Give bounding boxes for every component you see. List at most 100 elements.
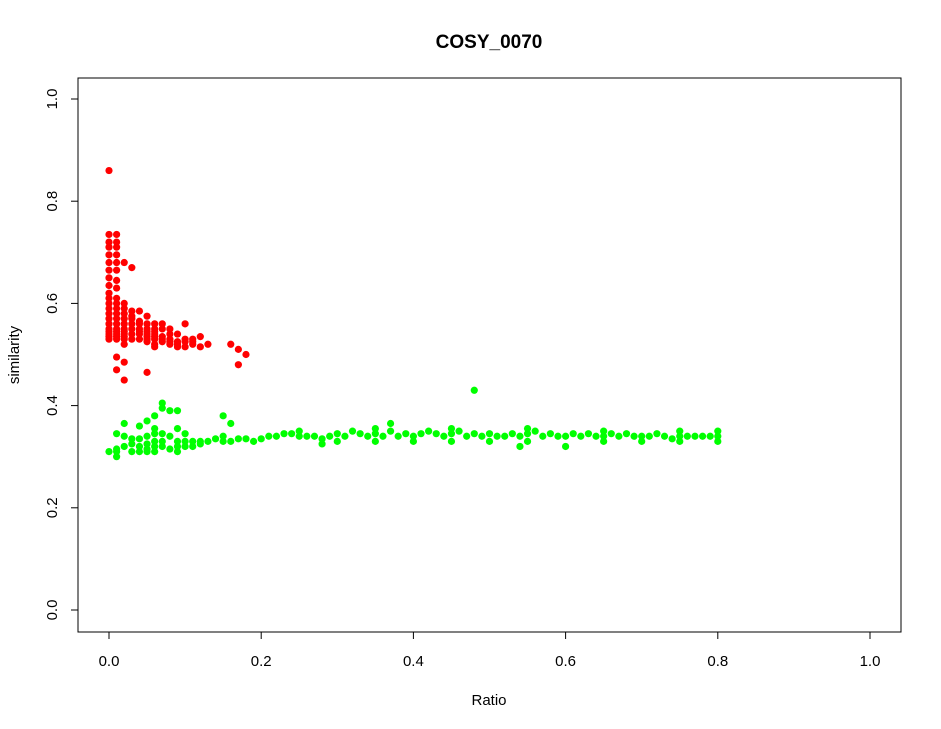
data-point xyxy=(120,258,128,267)
data-point xyxy=(143,417,151,425)
x-axis: 0.0 0.2 0.4 0.6 0.8 1.0 xyxy=(99,631,880,670)
data-point xyxy=(166,325,174,333)
x-tick-label: 0.4 xyxy=(403,653,424,670)
data-point xyxy=(113,320,121,328)
data-point xyxy=(120,432,128,440)
data-point xyxy=(272,432,281,440)
data-point xyxy=(356,430,364,438)
data-point xyxy=(151,343,159,351)
data-point xyxy=(577,432,585,440)
data-point xyxy=(151,320,159,328)
data-point xyxy=(470,430,478,438)
data-point xyxy=(219,437,227,445)
data-point xyxy=(113,453,121,461)
data-point xyxy=(508,430,516,438)
data-point xyxy=(227,437,235,445)
data-point xyxy=(386,427,395,435)
data-point xyxy=(105,274,113,282)
data-point xyxy=(607,430,615,438)
data-point xyxy=(105,251,113,259)
data-point xyxy=(135,435,144,443)
data-point xyxy=(478,432,486,440)
data-point xyxy=(516,432,524,440)
x-tick-label: 0.0 xyxy=(99,653,120,670)
data-point xyxy=(105,299,113,307)
data-point xyxy=(151,412,159,420)
data-point xyxy=(158,399,166,407)
data-point xyxy=(143,320,151,328)
data-point xyxy=(417,430,425,438)
data-point xyxy=(630,432,638,440)
data-point xyxy=(539,432,547,440)
data-point xyxy=(181,437,189,445)
data-point xyxy=(173,437,182,445)
data-point xyxy=(120,315,128,323)
data-point xyxy=(113,294,121,302)
data-point xyxy=(135,442,144,451)
data-point xyxy=(470,386,478,394)
data-point xyxy=(158,404,166,412)
data-point xyxy=(288,430,296,438)
data-point xyxy=(379,432,387,440)
data-point xyxy=(638,437,646,445)
data-point xyxy=(128,447,136,456)
data-point xyxy=(151,447,159,456)
data-point xyxy=(562,442,570,451)
data-point xyxy=(310,432,319,440)
data-point xyxy=(120,310,128,318)
data-point xyxy=(113,447,121,456)
data-point xyxy=(668,435,676,443)
data-point xyxy=(364,432,372,440)
data-point xyxy=(113,238,121,246)
data-point xyxy=(113,276,121,285)
data-point xyxy=(660,432,669,440)
data-point xyxy=(173,343,182,351)
data-point xyxy=(128,320,136,328)
data-point xyxy=(158,338,166,346)
data-point xyxy=(120,304,128,313)
data-point xyxy=(135,335,144,343)
data-point xyxy=(196,343,204,351)
data-point xyxy=(676,427,684,435)
data-point xyxy=(128,315,136,323)
data-point xyxy=(113,366,121,374)
data-point xyxy=(181,442,189,451)
data-point xyxy=(189,340,197,348)
y-tick-label: 0.0 xyxy=(44,600,61,621)
data-points xyxy=(105,166,722,461)
data-point xyxy=(105,310,113,318)
data-point xyxy=(158,325,166,333)
data-point xyxy=(128,325,136,333)
data-point xyxy=(158,430,166,438)
data-point xyxy=(143,312,151,320)
data-point xyxy=(181,430,189,438)
data-point xyxy=(318,435,326,443)
data-point xyxy=(105,335,113,343)
data-point xyxy=(181,343,189,351)
data-point xyxy=(196,440,204,448)
data-point xyxy=(211,435,220,443)
data-point xyxy=(128,435,136,443)
data-point xyxy=(265,432,273,440)
data-point xyxy=(105,238,113,246)
data-point xyxy=(600,437,608,445)
data-point xyxy=(181,338,189,346)
x-tick-label: 0.2 xyxy=(251,653,272,670)
data-point xyxy=(523,437,532,445)
data-point xyxy=(234,435,242,443)
data-point xyxy=(318,440,326,448)
data-point xyxy=(135,447,144,456)
data-point xyxy=(113,266,121,274)
data-point xyxy=(615,432,623,440)
data-point xyxy=(120,335,128,343)
data-point xyxy=(173,330,182,338)
data-point xyxy=(158,442,166,451)
data-point xyxy=(432,430,440,438)
data-point xyxy=(166,340,174,348)
data-point xyxy=(546,430,554,438)
data-point xyxy=(105,230,113,239)
data-point xyxy=(584,430,593,438)
data-point xyxy=(135,330,144,338)
data-point xyxy=(181,320,189,328)
